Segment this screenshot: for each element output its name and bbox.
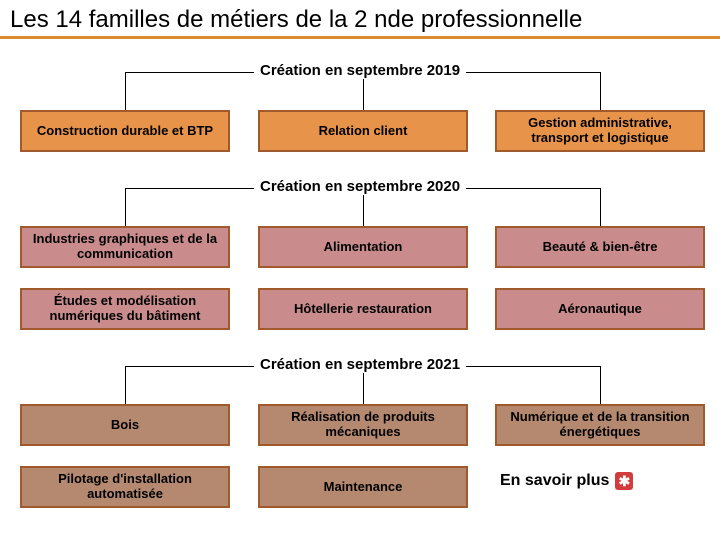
connector-vline [125,188,126,226]
metier-card: Relation client [258,110,468,152]
metier-card: Études et modélisation numériques du bât… [20,288,230,330]
connector-vline [125,366,126,404]
metier-card: Maintenance [258,466,468,508]
asterisk-icon: ✱ [615,472,633,490]
metier-card: Pilotage d'installation automatisée [20,466,230,508]
connector-vline [600,72,601,110]
metier-card: Bois [20,404,230,446]
metier-card: Beauté & bien-être [495,226,705,268]
learn-more-link[interactable]: En savoir plus ✱ [500,472,633,490]
metier-card: Hôtellerie restauration [258,288,468,330]
metier-card: Réalisation de produits mécaniques [258,404,468,446]
section-label: Création en septembre 2019 [254,62,466,79]
metier-card: Alimentation [258,226,468,268]
page-title: Les 14 familles de métiers de la 2 nde p… [0,0,720,39]
metier-card: Aéronautique [495,288,705,330]
metier-card: Industries graphiques et de la communica… [20,226,230,268]
metier-card: Gestion administrative, transport et log… [495,110,705,152]
metier-card: Construction durable et BTP [20,110,230,152]
connector-vline [600,366,601,404]
connector-vline [125,72,126,110]
section-label: Création en septembre 2021 [254,356,466,373]
learn-more-label: En savoir plus [500,472,609,490]
section-label: Création en septembre 2020 [254,178,466,195]
connector-vline [600,188,601,226]
metier-card: Numérique et de la transition énergétiqu… [495,404,705,446]
